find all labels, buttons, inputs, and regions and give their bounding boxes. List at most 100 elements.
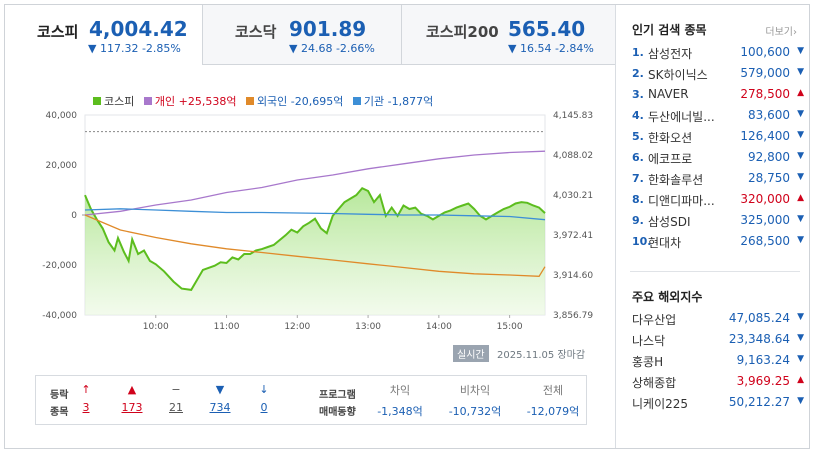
advance-decline-item[interactable]: ↑ 3 [69,376,103,414]
popular-list: 1. 삼성전자 100,600 ▼ 2. SK하이닉스 579,000 ▼ 3. NAVER 278… [632,43,804,253]
popular-item[interactable]: 7. 한화솔루션 28,750 ▼ [632,169,804,190]
arrow-down-icon: ▼ [797,312,804,322]
tab-change: ▼ 24.68 -2.66% [289,42,375,55]
popular-title: 인기 검색 종목 [632,23,707,37]
world-index-item[interactable]: 니케이225 50,212.27 ▼ [632,393,804,414]
rank: 6. [632,151,644,164]
dash-icon: − [171,383,181,396]
program-label: 비차익 [459,384,491,397]
y-tick-left: -20,000 [42,261,77,271]
stock-price: 83,600 [748,108,790,122]
institution-line [84,208,546,221]
arrow-down-icon: ▼ [797,151,804,161]
index-price: 50,212.27 [728,395,790,409]
stock-price: 92,800 [748,150,790,164]
arrow-down-icon: ▼ [797,235,804,245]
legend-individual: 개인 +25,538억 [143,95,236,108]
index-name[interactable]: 상해종합 [632,376,677,390]
tab-kospi200[interactable]: 코스피200 565.40 ▼ 16.54 -2.84% [401,5,615,65]
arrow-up-icon: ▲ [797,193,804,203]
advance-decline-item[interactable]: ▼ 734 [203,376,237,414]
popular-item[interactable]: 2. SK하이닉스 579,000 ▼ [632,64,804,85]
stock-name[interactable]: 한화솔루션 [648,173,704,187]
world-index-item[interactable]: 나스닥 23,348.64 ▼ [632,330,804,351]
world-index-item[interactable]: 홍콩H 9,163.24 ▼ [632,351,804,372]
y-tick-right: 4,030.21 [553,191,593,201]
tab-name: 코스피200 [426,23,499,41]
stock-count[interactable]: 734 [209,401,231,414]
more-link-label: 더보기 [765,27,793,38]
y-tick-left: 40,000 [46,111,78,121]
y-tick-right: 3,972.41 [553,231,593,241]
index-name[interactable]: 다우산업 [632,313,677,327]
world-index-item[interactable]: 상해종합 3,969.25 ▲ [632,372,804,393]
divider [630,271,800,272]
x-tick-label: 15:00 [497,322,523,332]
individual-line [84,150,546,216]
rank: 10. [632,235,652,248]
index-name[interactable]: 나스닥 [632,334,666,348]
program-label-1: 프로그램 [319,390,356,401]
market-widget: 코스피 4,004.42 ▼ 117.32 -2.85% 코스닥 901.89 … [4,4,810,449]
stock-count[interactable]: 0 [260,401,268,414]
side-panel: 인기 검색 종목 더보기› 1. 삼성전자 100,600 ▼ 2. SK하이닉스 579,… [615,5,809,448]
arrow-down-icon: ▼ [797,396,804,406]
kospi-line [84,186,546,291]
program-label: 전체 [542,384,564,397]
popular-item[interactable]: 10. 현대차 268,500 ▼ [632,232,804,253]
stock-name[interactable]: NAVER [648,87,689,101]
advance-decline-item[interactable]: ▲ 173 [115,376,149,414]
y-tick-left: -40,000 [42,311,77,321]
index-name[interactable]: 홍콩H [632,355,664,369]
arrow-up-icon: ↑ [81,383,91,396]
arrow-down-icon: ▼ [797,333,804,343]
popular-item[interactable]: 4. 두산에너빌... 83,600 ▼ [632,106,804,127]
tab-kospi[interactable]: 코스피 4,004.42 ▼ 117.32 -2.85% [5,5,202,65]
stock-name[interactable]: 한화오션 [648,131,693,145]
world-index-item[interactable]: 다우산업 47,085.24 ▼ [632,309,804,330]
popular-item[interactable]: 8. 디앤디파마... 320,000 ▲ [632,190,804,211]
index-name[interactable]: 니케이225 [632,397,689,411]
popular-item[interactable]: 1. 삼성전자 100,600 ▼ [632,43,804,64]
stock-count[interactable]: 173 [121,401,143,414]
stock-price: 126,400 [740,129,790,143]
index-panel: 코스피 4,004.42 ▼ 117.32 -2.85% 코스닥 901.89 … [5,5,615,448]
rank: 2. [632,67,644,80]
popular-item[interactable]: 3. NAVER 278,500 ▲ [632,85,804,106]
stock-price: 268,500 [740,234,790,248]
legend-foreign: 외국인 -20,695억 [245,95,343,108]
advance-decline-item[interactable]: − 21 [159,376,193,414]
stock-name[interactable]: 두산에너빌... [648,110,715,124]
stock-count[interactable]: 3 [82,401,90,414]
popular-item[interactable]: 5. 한화오션 126,400 ▼ [632,127,804,148]
stock-name[interactable]: 삼성전자 [648,47,693,61]
stock-name[interactable]: 삼성SDI [648,215,691,229]
legend-label: 기관 -1,877억 [363,95,434,108]
stock-price: 100,600 [740,45,790,59]
popular-item[interactable]: 9. 삼성SDI 325,000 ▼ [632,211,804,232]
arrow-down-icon: ▼ [797,214,804,224]
kospi-area [85,188,545,315]
popular-item[interactable]: 6. 에코프로 92,800 ▼ [632,148,804,169]
arrow-down-icon: ▼ [797,46,804,56]
y-tick-right: 3,856.79 [553,311,593,321]
stats-label-2: 종목 [50,407,69,418]
stock-count[interactable]: 21 [169,401,183,414]
x-tick-label: 11:00 [214,322,240,332]
intraday-chart[interactable]: 40,000 20,000 0 -20,000 -40,000 4,145.83 4,088… [39,110,599,345]
stock-name[interactable]: 디앤디파마... [648,194,715,208]
tab-kosdaq[interactable]: 코스닥 901.89 ▼ 24.68 -2.66% [202,5,401,65]
x-tick-label: 14:00 [426,322,452,332]
program-value: -12,079억 [526,405,580,418]
more-link[interactable]: 더보기› [765,23,797,38]
advance-decline-item[interactable]: ↓ 0 [247,376,281,414]
stock-name[interactable]: SK하이닉스 [648,68,708,82]
stock-name[interactable]: 에코프로 [648,152,693,166]
world-indices-list: 다우산업 47,085.24 ▼ 나스닥 23,348.64 ▼ 홍콩H 9,163.24 ▼ 상… [632,309,804,414]
arrow-down-icon: ▼ [215,383,225,396]
legend-swatch-kospi [93,97,101,105]
rank: 4. [632,109,644,122]
legend-institution: 기관 -1,877억 [352,95,434,108]
stock-name[interactable]: 현대차 [648,236,682,250]
live-badge: 실시간 [453,345,489,362]
